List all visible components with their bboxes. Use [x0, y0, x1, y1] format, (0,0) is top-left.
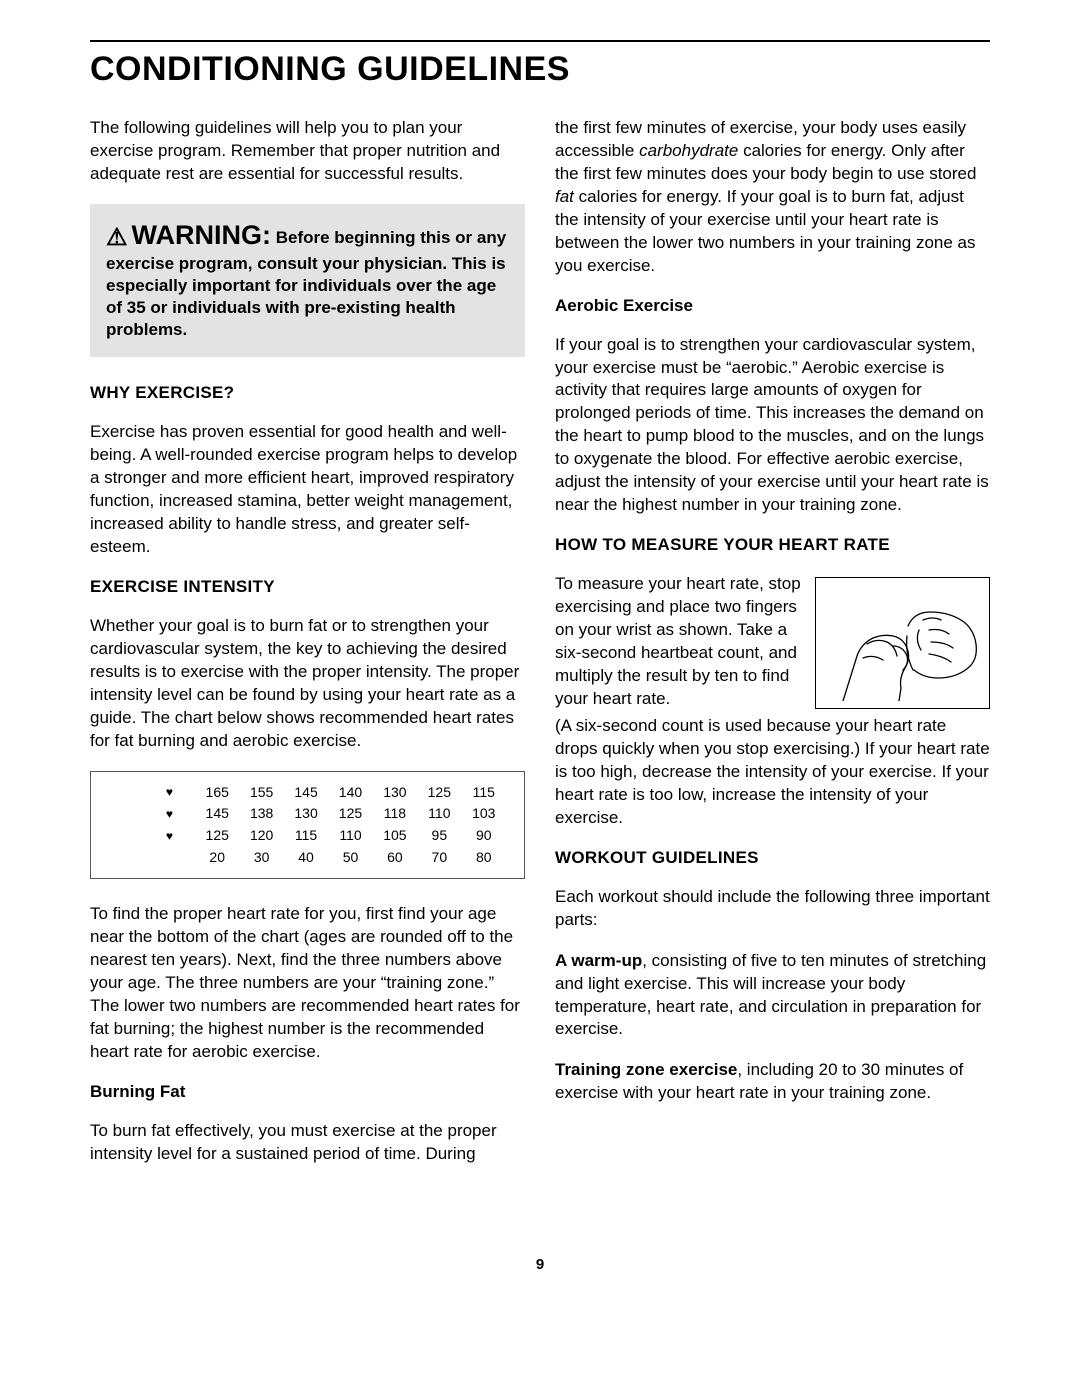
page-title: CONDITIONING GUIDELINES	[90, 50, 990, 89]
aerobic-head: Aerobic Exercise	[555, 296, 990, 316]
table-cell: 125	[417, 782, 461, 804]
table-cell: 130	[284, 803, 328, 825]
why-body: Exercise has proven essential for good h…	[90, 421, 525, 559]
columns: The following guidelines will help you t…	[90, 117, 990, 1166]
table-cell: 145	[284, 782, 328, 804]
why-head: WHY EXERCISE?	[90, 383, 525, 403]
table-cell: 140	[328, 782, 372, 804]
measure-head: HOW TO MEASURE YOUR HEART RATE	[555, 535, 990, 555]
intensity-after: To find the proper heart rate for you, f…	[90, 903, 525, 1064]
burning-2d-ital: fat	[555, 187, 574, 206]
workout-head: WORKOUT GUIDELINES	[555, 848, 990, 868]
table-cell: 115	[284, 825, 328, 847]
burning-head: Burning Fat	[90, 1082, 525, 1102]
table-row: 20304050607080	[99, 847, 506, 869]
warning-big: WARNING:	[132, 220, 271, 250]
table-cell: 130	[373, 782, 417, 804]
burning-2b-ital: carbohydrate	[639, 141, 738, 160]
warning-icon: ⚠	[106, 222, 128, 253]
heart-icon: ♥	[99, 783, 195, 802]
table-cell: 50	[328, 847, 372, 869]
top-rule	[90, 40, 990, 42]
table-cell: 165	[195, 782, 239, 804]
table-cell: 80	[462, 847, 506, 869]
table-cell: 110	[417, 803, 461, 825]
table-row: ♥1251201151101059590	[99, 825, 506, 847]
table-cell: 115	[462, 782, 506, 804]
table-row: ♥145138130125118110103	[99, 803, 506, 825]
aerobic-body: If your goal is to strengthen your cardi…	[555, 334, 990, 518]
table-cell: 145	[195, 803, 239, 825]
heart-icon: ♥	[99, 827, 195, 846]
page: CONDITIONING GUIDELINES The following gu…	[0, 0, 1080, 1303]
left-column: The following guidelines will help you t…	[90, 117, 525, 1166]
burning-body1: To burn fat effectively, you must exerci…	[90, 1120, 525, 1166]
table-cell: 125	[328, 803, 372, 825]
table-cell: 30	[239, 847, 283, 869]
table-cell: 40	[284, 847, 328, 869]
table-cell: 20	[195, 847, 239, 869]
right-column: the first few minutes of exercise, your …	[555, 117, 990, 1166]
heart-icon: ♥	[99, 805, 195, 824]
warning-text: ⚠WARNING: Before beginning this or any e…	[106, 218, 509, 342]
intensity-head: EXERCISE INTENSITY	[90, 577, 525, 597]
measure-block: To measure your heart rate, stop exercis…	[555, 573, 990, 715]
table-cell: 120	[239, 825, 283, 847]
table-cell: 118	[373, 803, 417, 825]
table-cell: 70	[417, 847, 461, 869]
table-cell: 95	[417, 825, 461, 847]
table-cell: 90	[462, 825, 506, 847]
warning-box: ⚠WARNING: Before beginning this or any e…	[90, 204, 525, 358]
training-text: Training zone exercise, including 20 to …	[555, 1059, 990, 1105]
burning-2e: calories for energy. If your goal is to …	[555, 187, 976, 275]
burning-body2: the first few minutes of exercise, your …	[555, 117, 990, 278]
wrist-figure	[815, 577, 990, 709]
intensity-body: Whether your goal is to burn fat or to s…	[90, 615, 525, 753]
workout-intro: Each workout should include the followin…	[555, 886, 990, 932]
measure-body2: (A six-second count is used because your…	[555, 715, 990, 830]
heart-rate-table: ♥165155145140130125115♥14513813012511811…	[90, 771, 525, 880]
warmup-text: A warm-up, consisting of five to ten min…	[555, 950, 990, 1042]
table-cell: 125	[195, 825, 239, 847]
table-cell: 110	[328, 825, 372, 847]
table-cell: 103	[462, 803, 506, 825]
table-cell: 155	[239, 782, 283, 804]
table-cell: 138	[239, 803, 283, 825]
page-number: 9	[90, 1256, 990, 1273]
training-lead: Training zone exercise	[555, 1060, 737, 1079]
intro-text: The following guidelines will help you t…	[90, 117, 525, 186]
wrist-icon	[823, 586, 983, 701]
table-cell: 60	[373, 847, 417, 869]
table-cell: 105	[373, 825, 417, 847]
table-row: ♥165155145140130125115	[99, 782, 506, 804]
warmup-lead: A warm-up	[555, 951, 642, 970]
